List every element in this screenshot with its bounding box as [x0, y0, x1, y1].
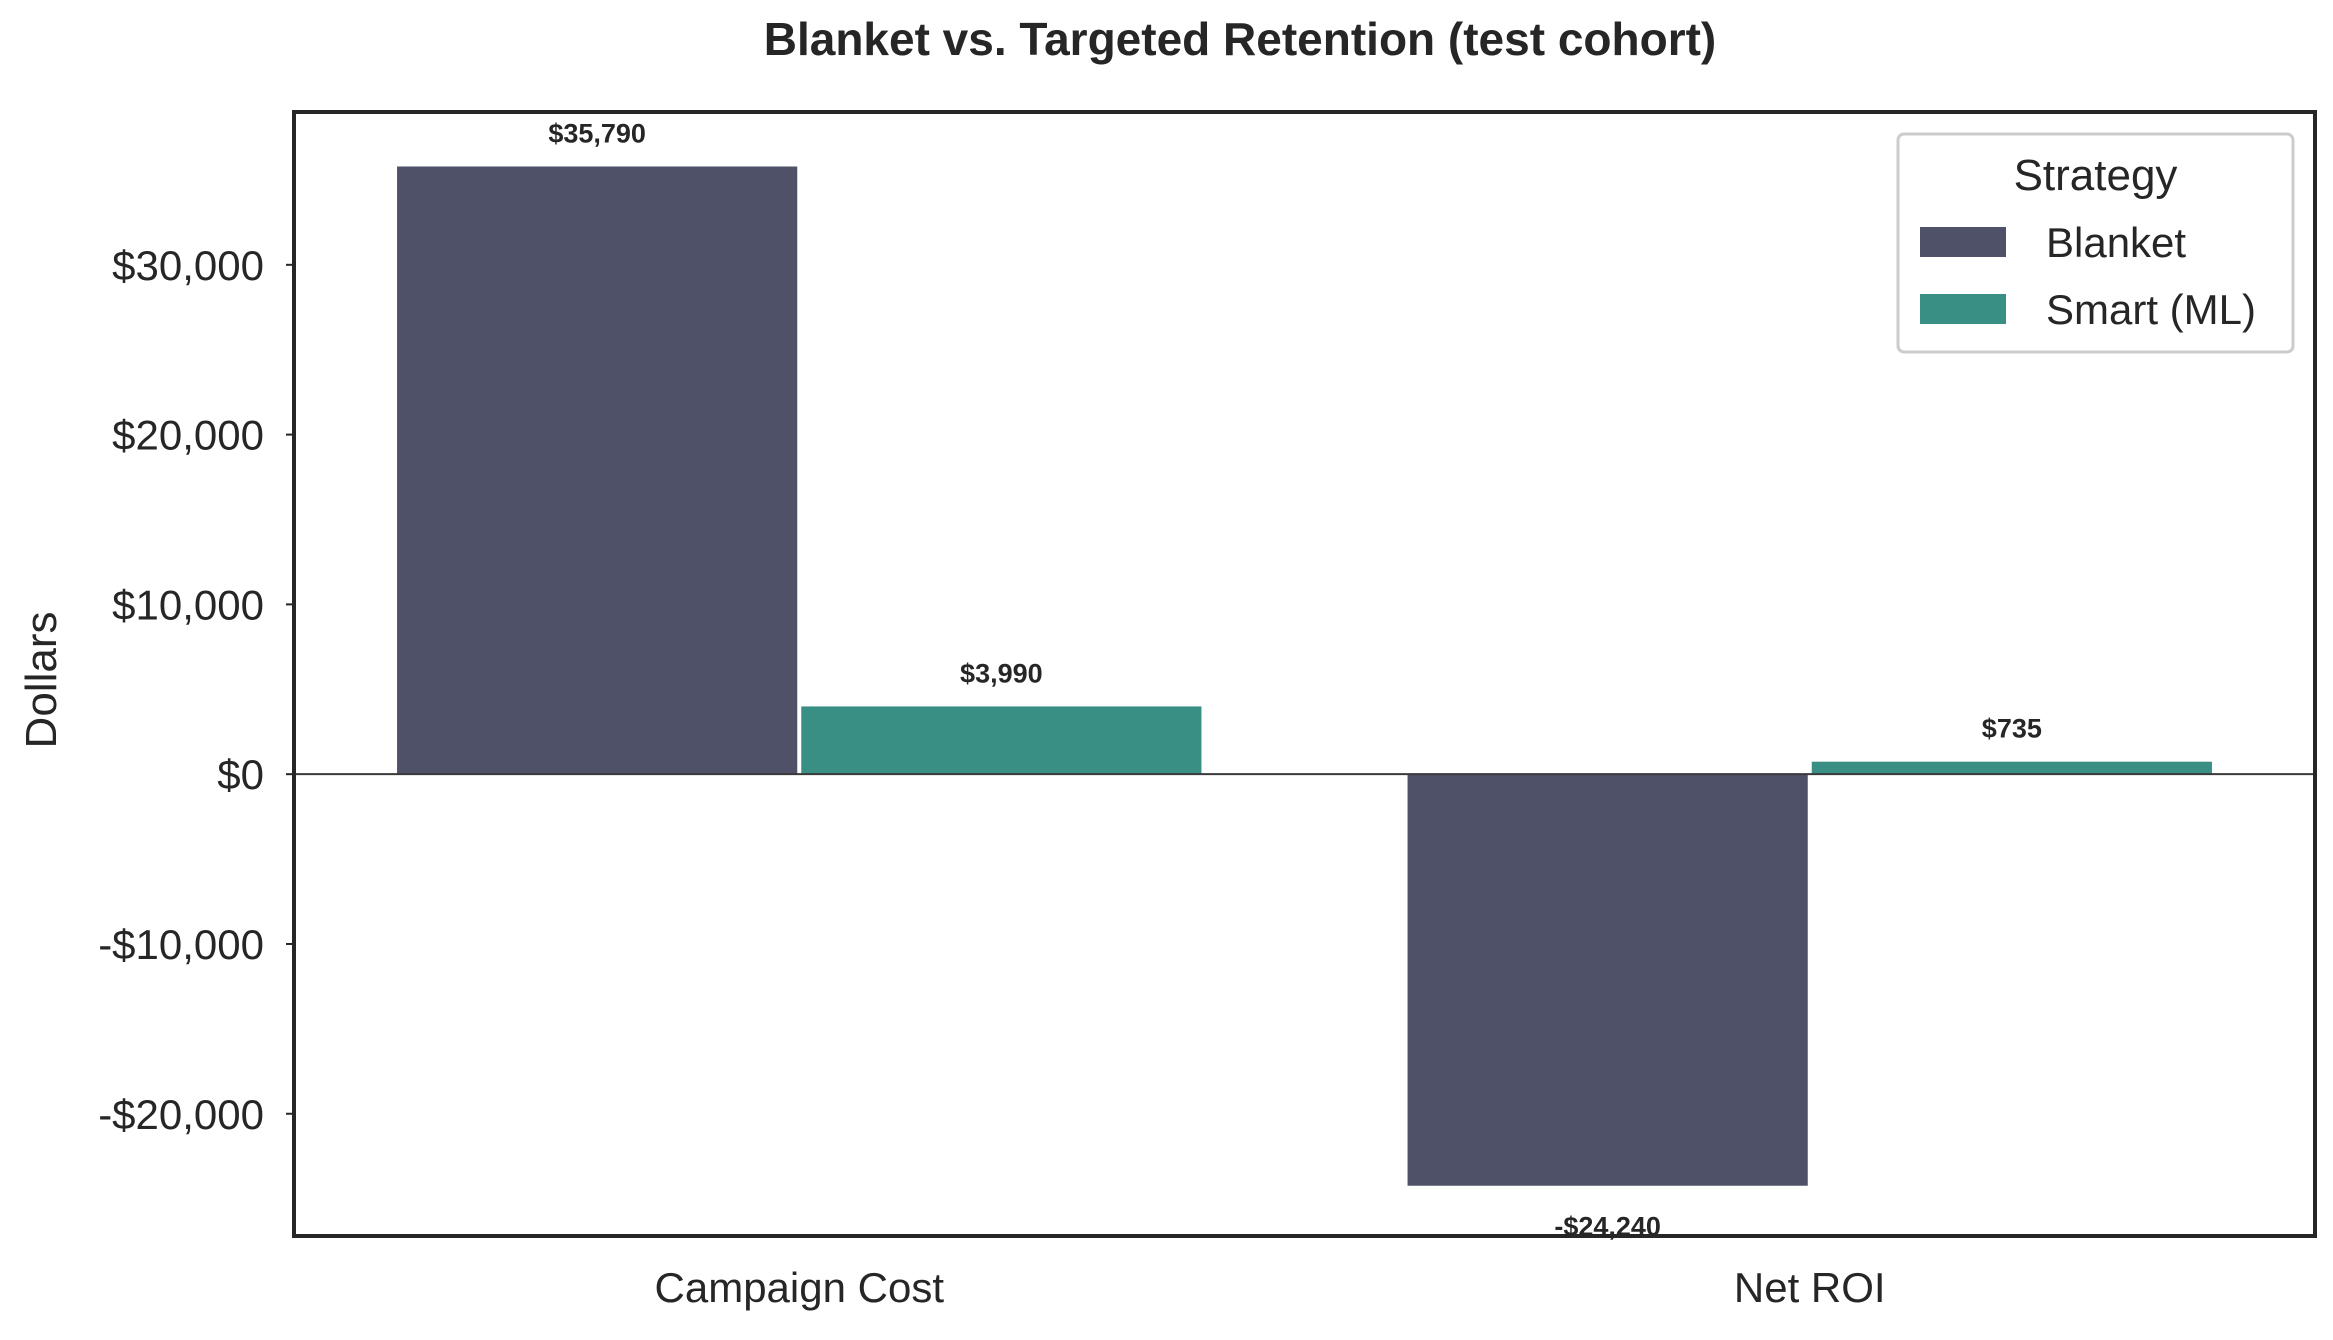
- y-tick-label: -$10,000: [98, 921, 264, 968]
- y-axis-label: Dollars: [17, 612, 66, 749]
- legend-swatch: [1920, 227, 2006, 257]
- y-tick-label: $30,000: [112, 242, 264, 289]
- y-tick-label: $20,000: [112, 412, 264, 459]
- plot-frame: [292, 110, 2317, 1238]
- legend-swatch: [1920, 294, 2006, 324]
- chart-title: Blanket vs. Targeted Retention (test coh…: [764, 13, 1717, 65]
- bar-blanket-0: [397, 166, 798, 775]
- y-tick-label: $10,000: [112, 581, 264, 628]
- x-tick-label: Campaign Cost: [655, 1264, 945, 1311]
- y-tick-label: -$20,000: [98, 1091, 264, 1138]
- plot-area: -$20,000 -$10,000 $0 $10,000 $20,000 $30,000 $…: [98, 110, 2317, 1311]
- legend-label: Blanket: [2046, 219, 2186, 266]
- legend-label: Smart (ML): [2046, 286, 2256, 333]
- legend: Strategy Blanket Smart (ML): [1896, 132, 2295, 354]
- y-tick-label: $0: [217, 751, 264, 798]
- data-label: $35,790: [548, 119, 646, 149]
- bar-smart-ml-0: [801, 706, 1202, 775]
- x-tick-label: Net ROI: [1734, 1264, 1886, 1311]
- bar-blanket-1: [1407, 774, 1808, 1186]
- data-label: $735: [1982, 714, 2042, 744]
- bar-smart-ml-1: [1811, 761, 2212, 775]
- data-label: $3,990: [960, 658, 1043, 688]
- legend-title: Strategy: [2014, 151, 2178, 200]
